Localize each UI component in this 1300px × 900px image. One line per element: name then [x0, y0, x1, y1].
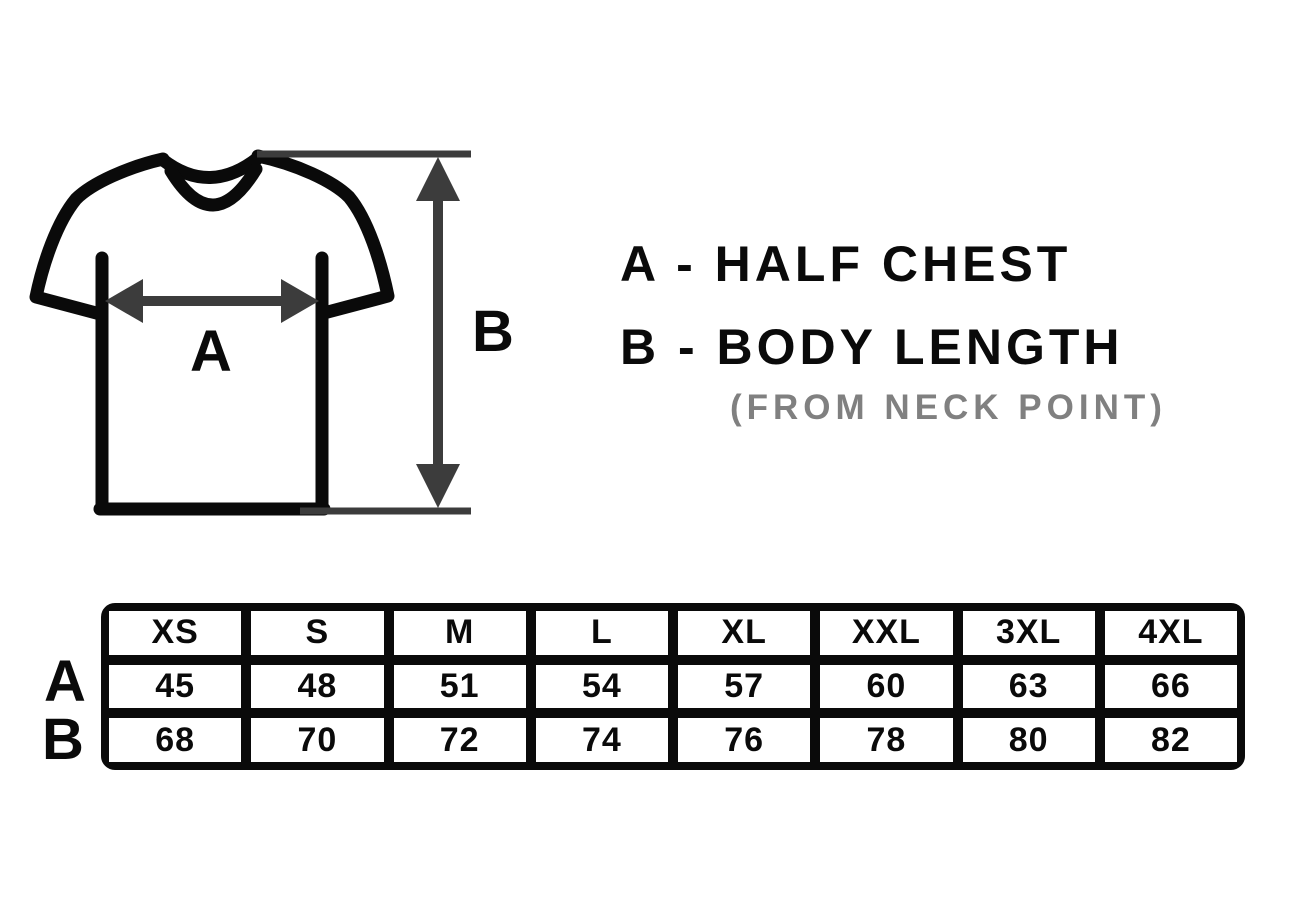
chest-arrow-left-head	[105, 279, 143, 323]
table-row-label-b: B	[42, 707, 84, 772]
tshirt-measurement-diagram: A B	[29, 149, 514, 516]
body-length-value-cell: 70	[251, 718, 384, 762]
half-chest-value-cell: 66	[1104, 664, 1237, 709]
half-chest-value-cell: 60	[820, 664, 953, 709]
body-length-value-cell: 80	[962, 718, 1095, 762]
tshirt-collar-inner	[164, 162, 263, 212]
half-chest-value-cell: 57	[678, 664, 811, 709]
size-header-cell: 4XL	[1104, 611, 1237, 655]
chest-dimension-arrow	[105, 279, 319, 323]
length-dimension-label: B	[472, 299, 514, 364]
half-chest-value-cell: 63	[962, 664, 1095, 709]
body-length-value-cell: 72	[393, 718, 526, 762]
size-header-cell: XXL	[820, 611, 953, 655]
table-row-label-a: A	[44, 649, 86, 714]
half-chest-value-cell: 54	[535, 664, 668, 709]
body-length-value-cell: 68	[109, 718, 242, 762]
half-chest-value-cell: 51	[393, 664, 526, 709]
legend-body-length: B - BODY LENGTH	[620, 319, 1124, 375]
size-header-cell: S	[251, 611, 384, 655]
body-length-value-cell: 76	[678, 718, 811, 762]
half-chest-value-cell: 45	[109, 664, 242, 709]
tshirt-outline-icon	[29, 149, 395, 516]
size-header-cell: L	[535, 611, 668, 655]
size-header-cell: M	[393, 611, 526, 655]
size-table: XS S M L XL XXL 3XL 4XL 45 48 51 54 57 6…	[101, 603, 1245, 770]
half-chest-value-cell: 48	[251, 664, 384, 709]
length-arrow-bottom-head	[416, 464, 460, 508]
size-header-cell: XS	[109, 611, 242, 655]
tshirt-left-sleeve	[29, 152, 170, 321]
length-arrow-top-head	[416, 157, 460, 201]
legend-half-chest: A - HALF CHEST	[620, 236, 1072, 292]
body-length-value-cell: 74	[535, 718, 668, 762]
chest-dimension-label: A	[190, 319, 232, 384]
size-header-cell: XL	[678, 611, 811, 655]
tshirt-right-sleeve	[251, 149, 395, 320]
length-dimension-arrow	[257, 150, 471, 515]
size-header-cell: 3XL	[962, 611, 1095, 655]
body-length-value-cell: 78	[820, 718, 953, 762]
chest-arrow-right-head	[281, 279, 319, 323]
body-length-value-cell: 82	[1104, 718, 1237, 762]
legend-neck-point-note: (FROM NECK POINT)	[730, 388, 1167, 427]
